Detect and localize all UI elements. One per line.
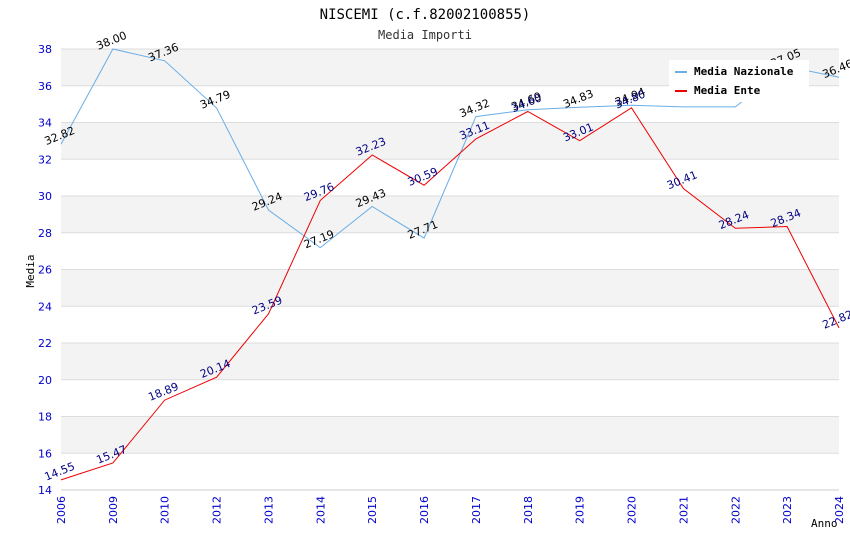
x-tick-label: 2017 xyxy=(470,496,483,524)
y-tick-label: 30 xyxy=(38,190,52,203)
x-tick-label: 2019 xyxy=(574,496,587,524)
x-tick-label: 2018 xyxy=(522,496,535,524)
x-tick-label: 2014 xyxy=(314,496,327,524)
y-tick-label: 24 xyxy=(38,300,52,313)
chart-subtitle: Media Importi xyxy=(378,28,472,42)
x-axis-label: Anno xyxy=(811,517,838,530)
y-tick-label: 28 xyxy=(38,227,52,240)
legend-background xyxy=(669,60,809,102)
y-axis-label: Media xyxy=(24,254,37,287)
x-tick-label: 2012 xyxy=(211,496,224,524)
grid-band xyxy=(61,269,839,307)
series-lines xyxy=(60,48,840,481)
grid-band xyxy=(61,306,839,343)
chart-title: NISCEMI (c.f.82002100855) xyxy=(320,7,531,23)
x-tick-label: 2016 xyxy=(418,496,431,524)
grid-band xyxy=(61,122,839,160)
grid-band xyxy=(61,453,839,490)
x-tick-label: 2024 xyxy=(833,496,846,524)
y-tick-label: 20 xyxy=(38,374,52,387)
y-tick-label: 18 xyxy=(38,411,52,424)
x-tick-label: 2015 xyxy=(366,496,379,524)
x-tick-label: 2022 xyxy=(729,496,742,524)
grid-band xyxy=(61,379,839,417)
series-line-media-ente xyxy=(60,107,840,481)
y-tick-label: 38 xyxy=(38,43,52,56)
legend-label-media-nazionale: Media Nazionale xyxy=(694,65,794,78)
grid-band xyxy=(61,416,839,454)
x-tick-label: 2021 xyxy=(677,496,690,524)
grid-band xyxy=(61,196,839,233)
x-tick-label: 2020 xyxy=(626,496,639,524)
x-tick-label: 2023 xyxy=(781,496,794,524)
y-tick-label: 36 xyxy=(38,80,52,93)
y-axis-ticks: 14 16 18 20 22 24 26 28 30 32 34 36 38 xyxy=(38,43,52,497)
x-tick-label: 2013 xyxy=(262,496,275,524)
legend: Media Nazionale Media Ente xyxy=(669,60,809,102)
x-tick-label: 2010 xyxy=(159,496,172,524)
y-tick-label: 34 xyxy=(38,117,52,130)
y-tick-label: 22 xyxy=(38,337,52,350)
grid-band xyxy=(61,232,839,270)
grid-band xyxy=(61,343,839,380)
legend-label-media-ente: Media Ente xyxy=(694,84,761,97)
grid-bands xyxy=(61,49,839,490)
x-tick-label: 2009 xyxy=(107,496,120,524)
grid-lines xyxy=(61,48,839,491)
x-tick-label: 2006 xyxy=(55,496,68,524)
y-tick-label: 26 xyxy=(38,264,52,277)
y-tick-label: 16 xyxy=(38,447,52,460)
y-tick-label: 32 xyxy=(38,153,52,166)
x-axis-ticks: 2006 2009 2010 2012 2013 2014 2015 2016 2017 2018… xyxy=(55,496,846,524)
series-line-media-nazionale xyxy=(60,48,840,249)
y-tick-label: 14 xyxy=(38,484,52,497)
